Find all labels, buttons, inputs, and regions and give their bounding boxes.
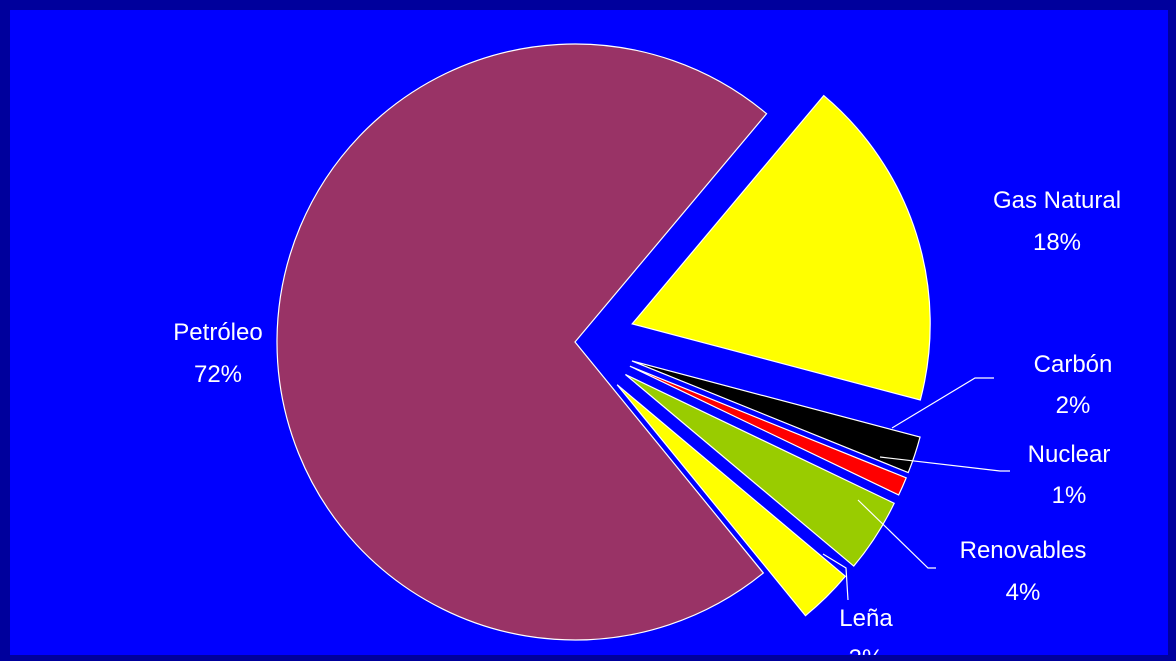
leader-line-renovables bbox=[857, 499, 936, 569]
slice-label-renovables: Renovables bbox=[960, 537, 1087, 564]
slice-label-gas-natural: Gas Natural bbox=[993, 187, 1121, 214]
slice-petroleo bbox=[276, 43, 768, 641]
slice-lena bbox=[616, 384, 847, 617]
slice-label-lena: Leña bbox=[839, 605, 893, 632]
slice-percent-nuclear: 1% bbox=[1052, 482, 1087, 509]
slice-label-petroleo: Petróleo bbox=[173, 319, 262, 346]
slice-label-carbon: Carbón bbox=[1034, 351, 1113, 378]
slice-percent-petroleo: 72% bbox=[194, 361, 242, 388]
slice-renovables bbox=[625, 373, 895, 567]
pie-chart: Gas Natural 18% Carbón 2% Nuclear 1% Renovable… bbox=[173, 43, 1121, 655]
slice-percent-renovables: 4% bbox=[1006, 579, 1041, 606]
slice-percent-gas-natural: 18% bbox=[1033, 229, 1081, 256]
slice-nuclear bbox=[629, 365, 907, 496]
leader-line-lena bbox=[822, 553, 849, 601]
leader-line-nuclear bbox=[879, 456, 1010, 472]
slice-label-nuclear: Nuclear bbox=[1028, 441, 1111, 468]
slice-carbon bbox=[631, 360, 921, 474]
slice-gas-natural bbox=[631, 94, 931, 401]
slice-percent-carbon: 2% bbox=[1056, 392, 1091, 419]
leader-line-carbon bbox=[891, 377, 994, 429]
slice-percent-lena: 3% bbox=[849, 645, 884, 655]
chart-area: Gas Natural 18% Carbón 2% Nuclear 1% Renovable… bbox=[10, 10, 1168, 655]
